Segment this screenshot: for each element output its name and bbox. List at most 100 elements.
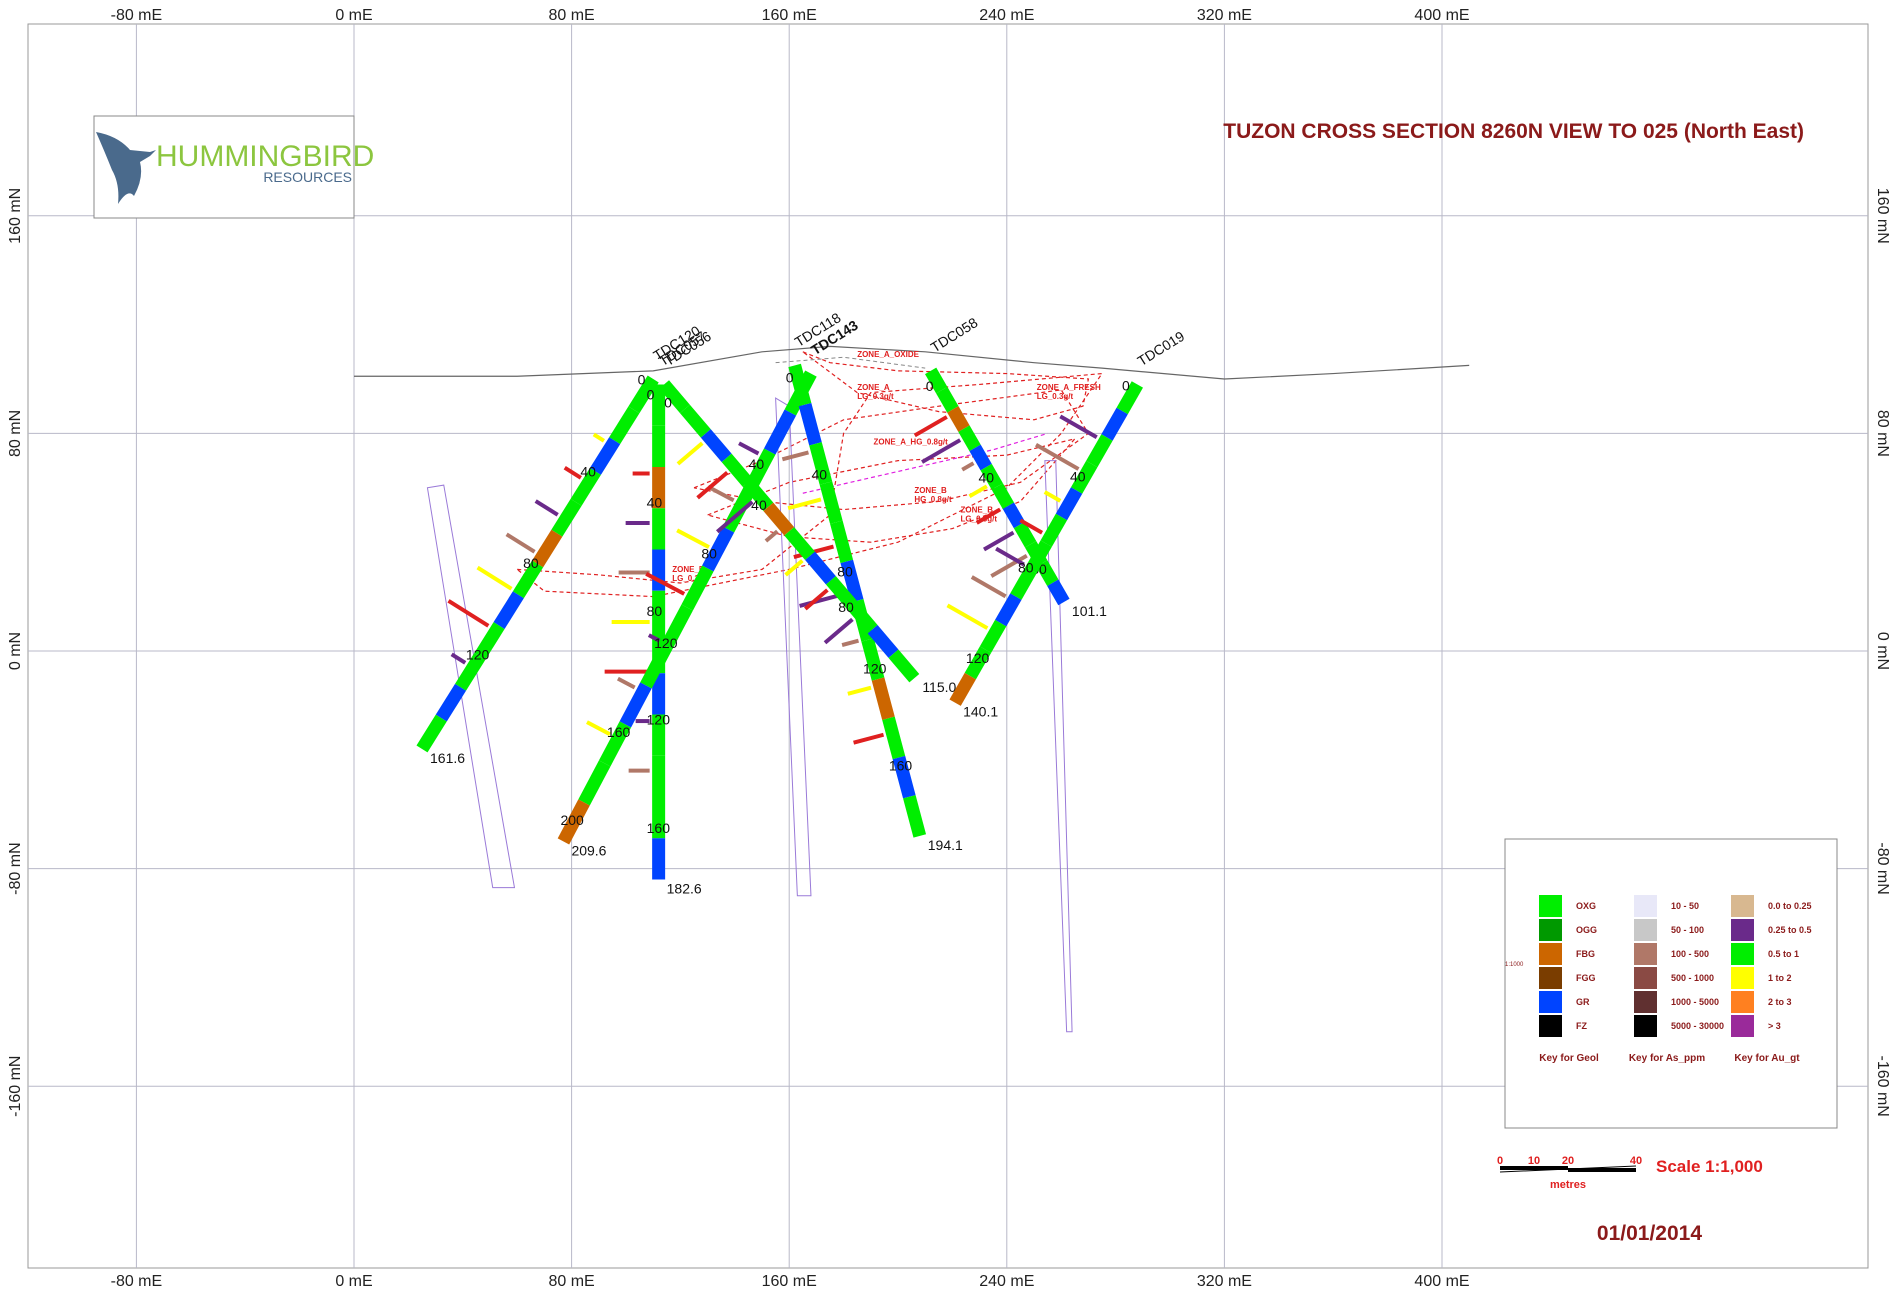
drillhole-segment <box>830 520 854 564</box>
grid-label-bottom: 80 mE <box>548 1273 594 1290</box>
drillhole-segment <box>825 576 857 609</box>
depth-tick-label: 80 <box>523 555 539 571</box>
grid-label-right: 80 mN <box>1874 410 1891 457</box>
drillhole-segment <box>609 406 640 445</box>
zone-a-oxide-outline <box>775 356 926 369</box>
drillhole-segment <box>557 799 590 845</box>
grid-label-left: 160 mN <box>7 188 24 244</box>
logo-name: HUMMINGBIRD <box>156 140 374 173</box>
drillhole-segment <box>892 755 916 799</box>
legend-swatch <box>1539 991 1562 1013</box>
grid-label-bottom: -80 mE <box>111 1273 163 1290</box>
assay-bar <box>707 485 735 503</box>
depth-tick-label: 80 <box>838 599 854 615</box>
assay-bar <box>823 617 854 645</box>
zone-label: ZONE_A_OXIDE <box>857 350 919 359</box>
scale-baseline <box>1499 1165 1637 1173</box>
drillhole-end-depth: 161.6 <box>430 750 465 766</box>
map-date: 01/01/2014 <box>1597 1222 1702 1245</box>
depth-tick-label: 80 <box>837 564 853 580</box>
wireframe-outline <box>775 397 812 897</box>
grid-label-right: 0 mN <box>1874 632 1891 670</box>
assay-bar <box>853 732 885 745</box>
legend-as: 10 - 50 50 - 100 100 - 500 500 - 1000 1000 -… <box>1634 895 1724 1037</box>
legend-label: 10 - 50 <box>1671 901 1699 911</box>
depth-tick-label: 0 <box>1122 378 1130 394</box>
scale-bar: 0 10 20 40 metres Scale 1:1,000 <box>1497 1155 1763 1191</box>
legend-label: OXG <box>1576 901 1596 911</box>
assay-bar <box>450 652 467 665</box>
drillhole-segment <box>1086 434 1113 468</box>
drillhole-segment <box>1116 381 1144 415</box>
legend-swatch <box>1731 919 1754 941</box>
depth-tick-label: 40 <box>647 495 663 511</box>
assay-bar <box>913 415 948 438</box>
drillhole-end-depth: 140.1 <box>963 704 998 720</box>
zone-outline <box>802 351 1090 421</box>
depth-tick-label: 0 <box>664 395 672 411</box>
drillhole-segment <box>958 425 981 452</box>
drillhole-segment <box>493 591 524 630</box>
drillhole-segment <box>570 468 601 506</box>
drillhole-segment <box>991 483 1015 509</box>
legend-au-caption: Key for Au_gt <box>1734 1053 1800 1064</box>
legend-swatch <box>1539 1015 1562 1037</box>
drillhole-end-depth: 182.6 <box>667 880 702 896</box>
assay-bar <box>921 438 962 464</box>
legend-label: 500 - 1000 <box>1671 973 1714 983</box>
legend-swatch <box>1731 895 1754 917</box>
grid-label-top: 320 mE <box>1197 7 1252 24</box>
assay-bar <box>983 530 1015 552</box>
assay-bar <box>995 546 1025 567</box>
legend-swatch <box>1731 967 1754 989</box>
drillhole-segment <box>861 638 885 681</box>
assay-bar <box>970 575 1007 599</box>
assay-bar <box>447 599 490 628</box>
drillhole-segment <box>980 463 1003 490</box>
depth-tick-label: 160 <box>607 724 631 740</box>
legend-label: 0.25 to 0.5 <box>1768 925 1812 935</box>
zone-label: ZONE_A_FRESH <box>1037 383 1101 392</box>
assay-bar <box>968 484 988 499</box>
zone-label: ZONE_A <box>857 383 890 392</box>
drillhole-segment <box>681 565 714 611</box>
assay-bar <box>586 720 611 737</box>
legend-label: 1000 - 5000 <box>1671 997 1719 1007</box>
legend-geol-caption: Key for Geol <box>1539 1053 1599 1064</box>
depth-tick-label: 120 <box>647 712 671 728</box>
zone-sublabel: LG_0.3g/t <box>672 574 709 583</box>
assay-bar <box>1043 490 1062 503</box>
wireframe-outline <box>1044 460 1073 1033</box>
assay-bar <box>616 676 636 690</box>
legend-swatch <box>1634 1015 1657 1037</box>
drillhole-segment <box>532 529 563 568</box>
depth-tick-label: 0 <box>638 372 646 388</box>
assay-bar <box>784 559 804 577</box>
depth-tick-label: 40 <box>1070 468 1086 484</box>
grid-label-bottom: 160 mE <box>762 1273 817 1290</box>
drillhole-end-depth: 101.1 <box>1072 603 1107 619</box>
legend-scale-note: 1:1000 <box>1505 962 1524 968</box>
legend-swatch <box>1539 967 1562 989</box>
drillhole-segment <box>679 404 711 438</box>
legend-swatch <box>1634 967 1657 989</box>
drillhole-segment <box>742 478 774 512</box>
drillhole-segment <box>995 593 1022 627</box>
grid-label-top: 0 mE <box>335 7 372 24</box>
logo-subtitle: RESOURCES <box>263 169 352 185</box>
zone-sublabel: LG_0.3g/t <box>1037 392 1074 401</box>
assay-bar <box>696 471 729 500</box>
legend-swatch <box>1539 943 1562 965</box>
assay-bar <box>804 588 829 611</box>
grid-label-top: 160 mE <box>762 7 817 24</box>
drillhole-segment <box>1013 521 1037 548</box>
legend-label: FBG <box>1576 949 1595 959</box>
drillhole-segment <box>784 527 816 561</box>
drillhole-segment <box>1070 460 1098 494</box>
depth-tick-label: 160 <box>647 820 671 836</box>
grid-label-right: -160 mN <box>1874 1056 1891 1117</box>
legend-swatch <box>1539 895 1562 917</box>
drillhole-segment <box>1036 560 1059 587</box>
